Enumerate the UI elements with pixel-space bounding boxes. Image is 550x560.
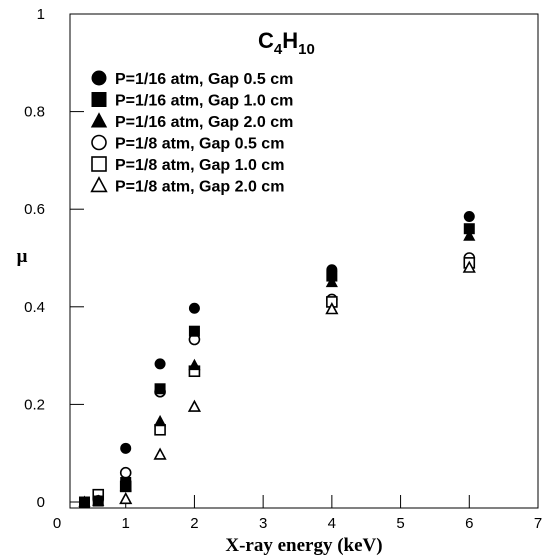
title-text: H [282, 28, 298, 53]
x-tick-label: 1 [122, 515, 130, 532]
data-point [119, 466, 132, 479]
data-point [154, 358, 166, 370]
y-tick-label: 0.2 [24, 396, 45, 413]
legend-marker [90, 176, 108, 193]
data-point [153, 414, 167, 427]
legend-label: P=1/16 atm, Gap 2.0 cm [115, 114, 293, 131]
x-tick-label: 5 [396, 515, 404, 532]
y-tick-label: 1 [37, 6, 45, 23]
legend-label: P=1/8 atm, Gap 0.5 cm [115, 136, 284, 153]
data-point [463, 229, 476, 241]
legend-marker [91, 156, 107, 172]
data-point [188, 325, 200, 337]
data-point [153, 447, 167, 460]
x-axis-label: X-ray energy (keV) [225, 535, 382, 556]
data-point [78, 495, 91, 507]
legend-label: P=1/16 atm, Gap 1.0 cm [115, 93, 293, 110]
x-tick-label: 3 [259, 515, 267, 532]
y-tick-label: 0 [37, 494, 45, 511]
data-point [188, 302, 200, 314]
data-points [78, 211, 476, 508]
title-subscript: 10 [298, 41, 315, 58]
data-point [119, 491, 133, 505]
legend-label: P=1/8 atm, Gap 1.0 cm [115, 157, 284, 174]
data-point [188, 358, 201, 371]
legend: P=1/16 atm, Gap 0.5 cm P=1/16 atm, Gap 1.… [90, 70, 293, 196]
legend-marker [91, 70, 107, 86]
legend-label: P=1/8 atm, Gap 2.0 cm [115, 179, 284, 196]
legend-marker [91, 92, 107, 107]
data-point [120, 442, 132, 454]
data-point [92, 494, 105, 506]
x-tick-label: 4 [328, 515, 336, 532]
y-tick-label: 0.8 [24, 104, 45, 121]
axis-ticks: 0 1 2 3 4 5 6 7 0 0.2 0.4 0.6 0.8 1 [24, 6, 542, 532]
data-point [463, 211, 475, 223]
data-point [462, 260, 476, 273]
y-axis-label: μ [17, 246, 28, 267]
title-text: C [258, 28, 274, 53]
x-tick-label: 7 [534, 515, 542, 532]
data-point [325, 275, 338, 288]
legend-marker [91, 134, 107, 151]
legend-label: P=1/16 atm, Gap 0.5 cm [115, 71, 293, 88]
x-tick-label: 6 [465, 515, 473, 532]
data-point [119, 479, 132, 492]
y-tick-label: 0.4 [24, 299, 45, 316]
data-point [187, 399, 202, 412]
data-point [154, 383, 166, 395]
chart-title: C4H10 [258, 28, 315, 58]
data-point [325, 302, 339, 315]
title-subscript: 4 [274, 41, 283, 58]
legend-marker [90, 112, 108, 128]
data-point [154, 423, 166, 436]
plot-frame [69, 13, 539, 509]
y-tick-label: 0.6 [24, 201, 45, 218]
x-tick-label: 0 [53, 515, 61, 532]
x-tick-label: 2 [190, 515, 198, 532]
